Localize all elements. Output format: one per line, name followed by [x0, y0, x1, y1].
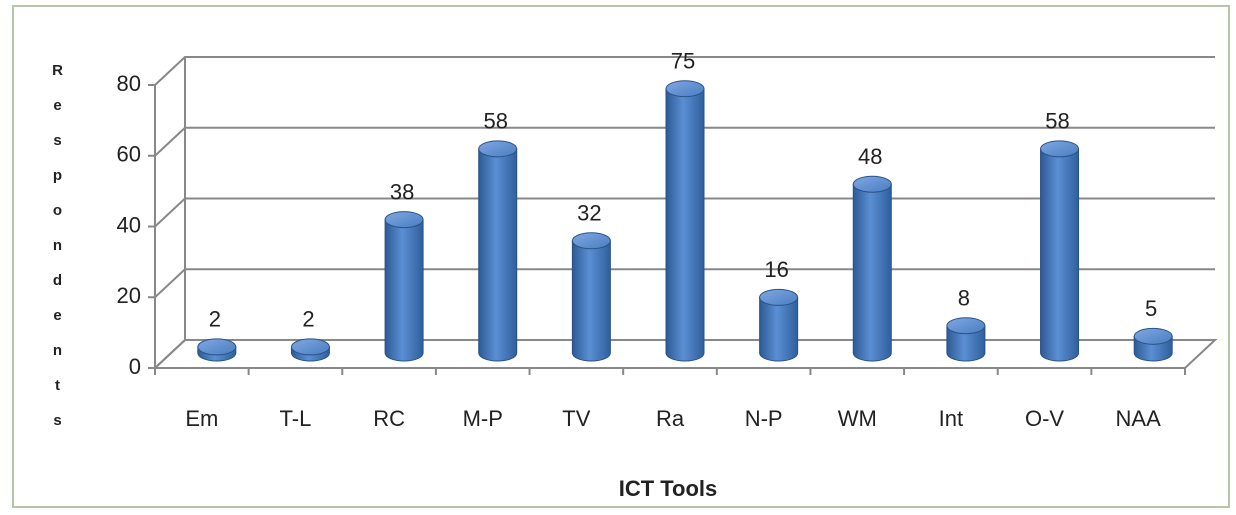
- bar-body: [852, 183, 892, 362]
- data-label: 16: [764, 257, 788, 282]
- y-tick-label: 0: [129, 354, 141, 379]
- data-label: 75: [671, 49, 695, 74]
- y-tick-label: 60: [117, 142, 141, 167]
- data-label: 32: [577, 201, 601, 226]
- x-tick-label: WM: [838, 406, 877, 431]
- bar-top: [759, 288, 799, 306]
- data-label: 2: [302, 307, 314, 332]
- bar-top: [478, 140, 518, 158]
- bar: [478, 140, 518, 362]
- data-label: 2: [209, 307, 221, 332]
- y-tick-label: 40: [117, 212, 141, 237]
- x-tick-label: Em: [185, 406, 218, 431]
- bar-top: [197, 338, 237, 356]
- bar-top: [665, 80, 705, 98]
- x-axis-title: ICT Tools: [619, 476, 718, 501]
- bar: [759, 288, 799, 362]
- bar-top: [852, 175, 892, 193]
- bar-top: [1133, 327, 1173, 345]
- x-tick-label: M-P: [463, 406, 503, 431]
- x-tick-label: Int: [939, 406, 963, 431]
- x-tick-label: RC: [373, 406, 405, 431]
- y-axis-title: Respondents: [49, 62, 66, 447]
- x-tick-label: NAA: [1116, 406, 1162, 431]
- y-tick-label: 80: [117, 71, 141, 96]
- data-label: 48: [858, 144, 882, 169]
- bar: [197, 338, 237, 362]
- bar: [946, 317, 986, 362]
- bar-body: [1040, 148, 1080, 362]
- bar-body: [665, 88, 705, 362]
- data-label: 5: [1145, 296, 1157, 321]
- bar-body: [946, 325, 986, 362]
- bar: [1133, 327, 1173, 362]
- bar: [571, 232, 611, 362]
- bar-body: [478, 148, 518, 362]
- x-tick-label: O-V: [1025, 406, 1064, 431]
- bar-body: [759, 296, 799, 362]
- chart-frame: [12, 5, 1230, 508]
- data-label: 58: [1045, 109, 1069, 134]
- bar: [290, 338, 330, 362]
- bar-top: [946, 317, 986, 335]
- bar-top: [384, 211, 424, 229]
- bar-top: [290, 338, 330, 356]
- data-label: 8: [958, 286, 970, 311]
- data-label: 58: [483, 109, 507, 134]
- grid-line: [154, 56, 1215, 86]
- x-tick-label: TV: [562, 406, 590, 431]
- y-tick-label: 20: [117, 283, 141, 308]
- x-tick-label: T-L: [280, 406, 312, 431]
- bar-top: [571, 232, 611, 250]
- bar: [665, 80, 705, 362]
- bar: [384, 211, 424, 362]
- bar-body: [384, 219, 424, 362]
- grid-line: [154, 126, 1215, 157]
- data-label: 38: [390, 179, 414, 204]
- bar-top: [1040, 140, 1080, 158]
- bar-body: [571, 240, 611, 362]
- bar: [852, 175, 892, 362]
- x-tick-label: N-P: [745, 406, 783, 431]
- bar: [1040, 140, 1080, 362]
- x-tick-label: Ra: [656, 406, 685, 431]
